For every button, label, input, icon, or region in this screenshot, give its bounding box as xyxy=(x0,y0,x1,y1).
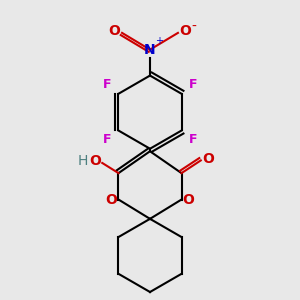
Text: F: F xyxy=(103,133,111,146)
Text: +: + xyxy=(154,36,163,46)
Text: O: O xyxy=(180,24,191,38)
Text: F: F xyxy=(189,78,197,91)
Text: -: - xyxy=(192,20,197,34)
Text: N: N xyxy=(144,43,156,57)
Text: F: F xyxy=(103,78,111,91)
Text: O: O xyxy=(183,193,195,206)
Text: O: O xyxy=(105,193,117,206)
Text: O: O xyxy=(109,24,120,38)
Text: O: O xyxy=(89,154,101,168)
Text: O: O xyxy=(202,152,214,167)
Text: F: F xyxy=(189,133,197,146)
Text: H: H xyxy=(78,154,88,168)
